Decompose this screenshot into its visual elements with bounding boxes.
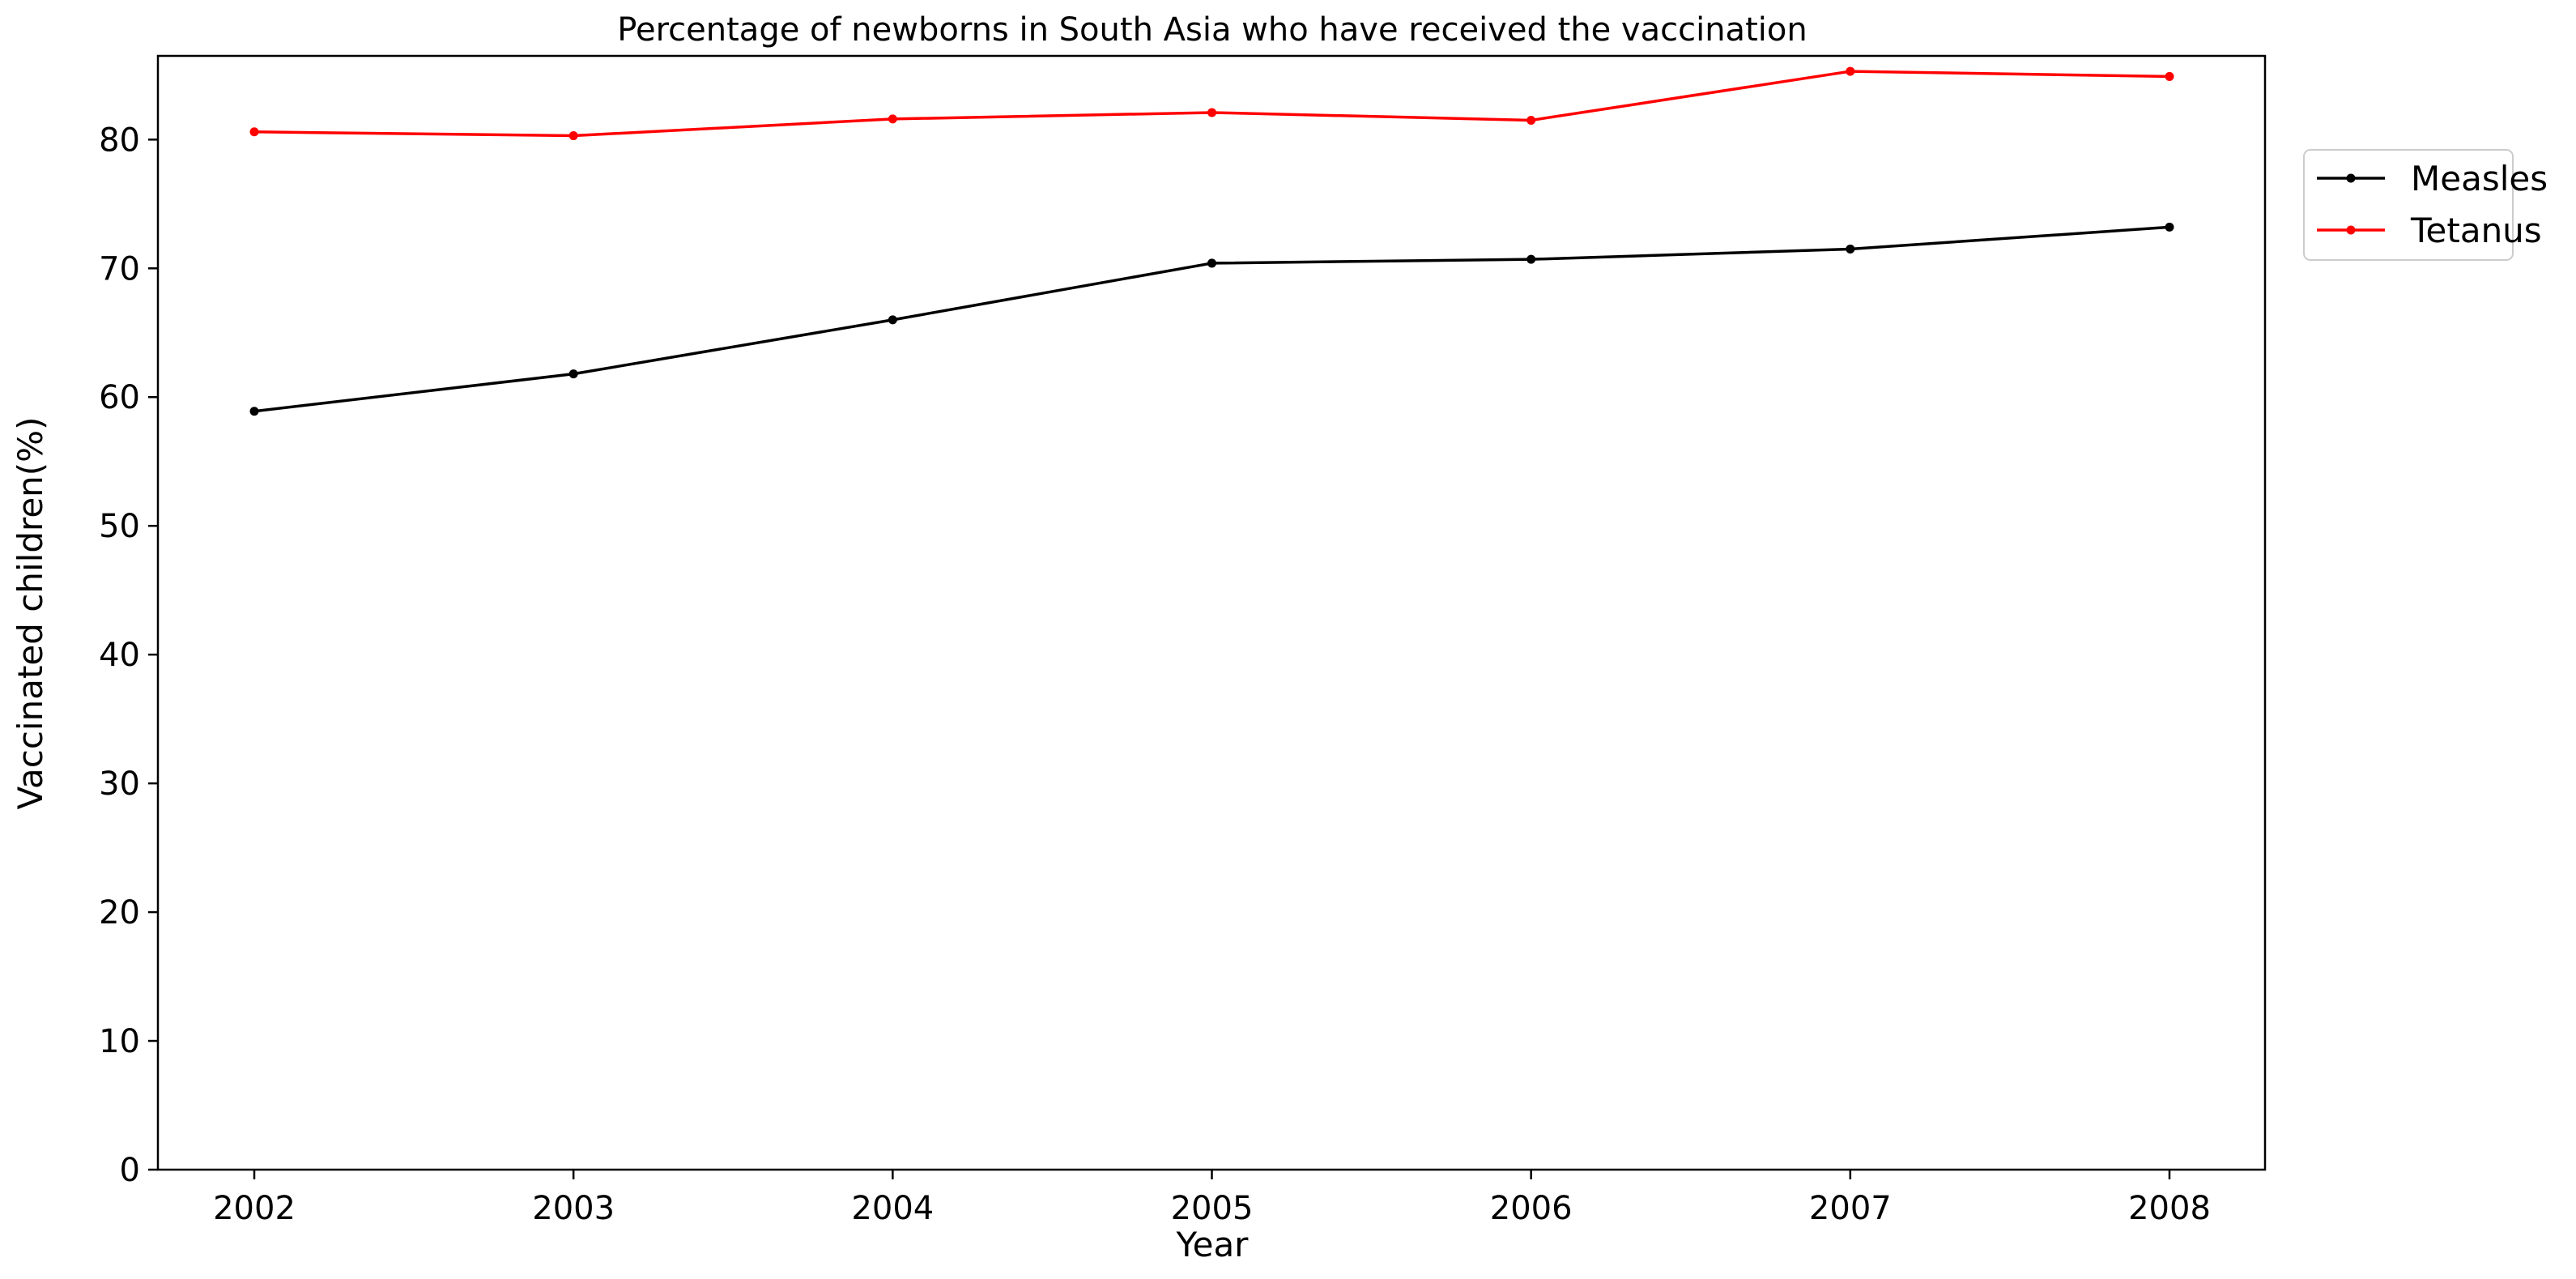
- tetanus-point: [249, 127, 259, 137]
- y-tick-label: 70: [99, 250, 140, 288]
- x-tick-label: 2006: [1490, 1190, 1573, 1227]
- tetanus-line: [253, 70, 2170, 138]
- x-tick-label: 2008: [2128, 1190, 2211, 1227]
- x-tick-label: 2005: [1171, 1190, 1254, 1227]
- tetanus-point: [1526, 115, 1536, 125]
- series-layer: [249, 66, 2174, 416]
- y-axis-label: Vaccinated children(%): [11, 417, 50, 810]
- y-tick-label: 60: [99, 379, 140, 416]
- tetanus-point: [568, 131, 578, 141]
- x-axis: 2002 2003 2004 2005 2006 2007 2008: [213, 1170, 2211, 1227]
- y-tick-label: 20: [99, 894, 140, 932]
- tetanus-point: [1846, 66, 1855, 76]
- legend-marker-measles: [2346, 173, 2356, 183]
- measles-point: [1526, 254, 1536, 264]
- legend-label-tetanus: Tetanus: [2410, 211, 2542, 250]
- x-axis-label: Year: [1176, 1225, 1250, 1264]
- measles-point: [568, 369, 578, 379]
- series-measles: [249, 222, 2174, 416]
- measles-point: [1207, 258, 1216, 268]
- plot-area: [156, 54, 2267, 1171]
- legend: Measles Tetanus: [2303, 149, 2548, 261]
- measles-point: [888, 315, 897, 325]
- legend-label-measles: Measles: [2411, 159, 2548, 198]
- chart-title: Percentage of newborns in South Asia who…: [617, 11, 1807, 49]
- y-axis: 0 10 20 30 40 50 60 70 80: [99, 122, 158, 1189]
- tetanus-point: [1207, 108, 1216, 117]
- y-tick-label: 50: [99, 508, 140, 545]
- x-tick-label: 2003: [532, 1190, 615, 1227]
- series-tetanus: [249, 66, 2174, 141]
- tetanus-point: [2165, 71, 2174, 81]
- measles-point: [1846, 244, 1855, 254]
- x-tick-label: 2002: [213, 1190, 296, 1227]
- measles-point: [249, 407, 259, 416]
- tetanus-point: [888, 114, 897, 124]
- y-tick-label: 30: [99, 765, 140, 803]
- y-tick-label: 80: [99, 122, 140, 159]
- x-tick-label: 2007: [1809, 1190, 1892, 1227]
- x-tick-label: 2004: [851, 1190, 934, 1227]
- y-tick-label: 10: [99, 1023, 140, 1060]
- legend-marker-tetanus: [2346, 225, 2356, 235]
- y-tick-label: 40: [99, 637, 140, 674]
- y-tick-label: 0: [120, 1152, 140, 1189]
- measles-point: [2165, 222, 2174, 232]
- measles-line: [253, 225, 2170, 413]
